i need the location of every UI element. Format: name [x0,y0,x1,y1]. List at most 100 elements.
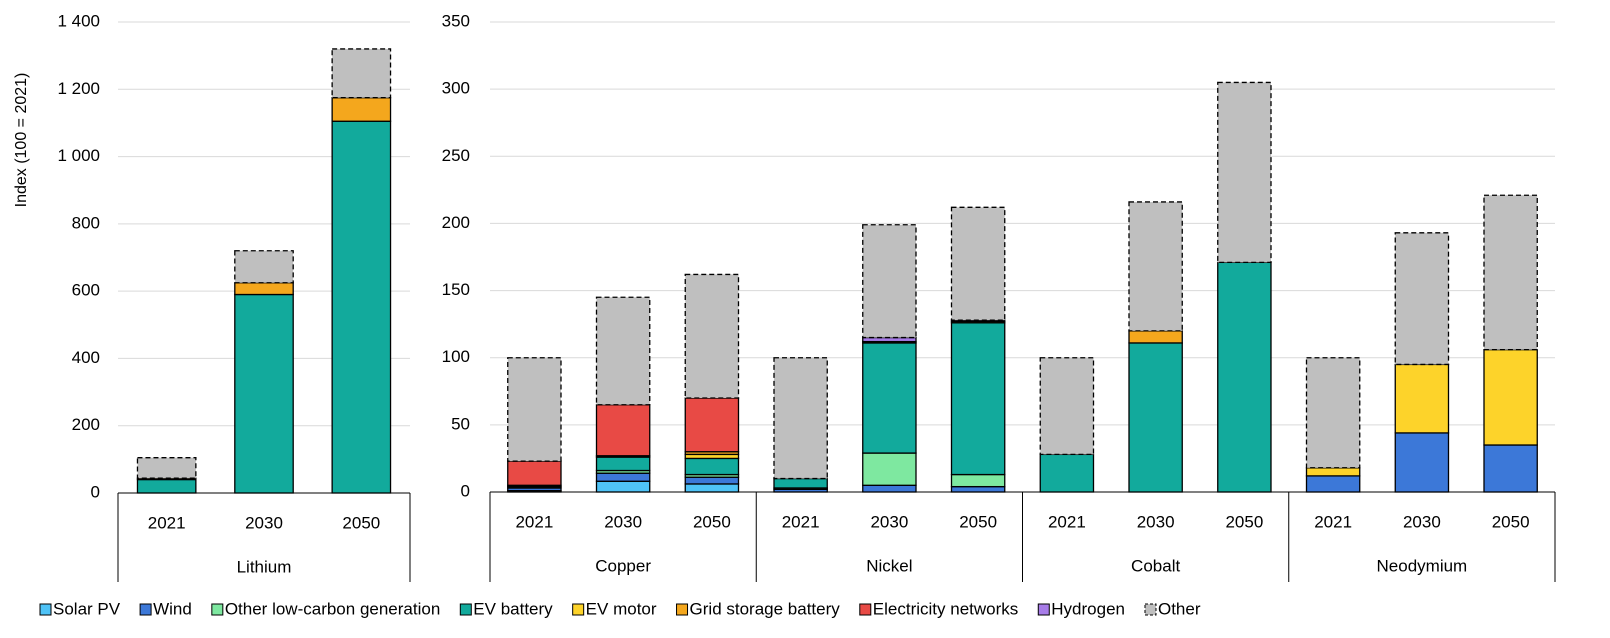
bar-segment [331,120,392,494]
legend-label: Grid storage battery [690,599,841,618]
legend-label: EV battery [473,599,553,618]
group-label: Copper [595,556,651,575]
bar-segment [1217,81,1272,264]
legend-swatch [1144,603,1157,616]
bar-segment [862,224,917,339]
bar-segment [1039,357,1095,456]
bar-segment [1128,330,1183,344]
legend-swatch [859,603,872,616]
y-tick-label: 600 [72,281,100,300]
legend-label: Electricity networks [873,599,1018,618]
bar-segment [1394,432,1450,493]
x-tick-label: 2030 [1403,512,1441,531]
bar-segment [862,452,917,486]
x-tick-label: 2050 [959,512,997,531]
x-tick-label: 2050 [1492,512,1530,531]
legend-swatch [676,603,689,616]
legend-label: Hydrogen [1051,599,1125,618]
x-tick-label: 2021 [515,512,553,531]
x-tick-label: 2050 [1225,512,1263,531]
bar-segment [773,357,828,480]
bar-segment [684,273,740,399]
bar-segment [1305,475,1361,493]
group-label: Lithium [237,557,292,576]
y-tick-label: 350 [442,11,470,30]
bar-segment [950,322,1006,476]
x-tick-label: 2030 [245,513,283,532]
y-tick-label: 1 200 [57,79,100,98]
bar-segment [595,480,651,493]
y-tick-label: 1 400 [57,11,100,30]
bar-segment [1128,342,1183,493]
bar-segment [136,457,197,479]
legend-label: Wind [153,599,192,618]
y-tick-label: 100 [442,347,470,366]
bar-segment [684,457,740,476]
y-tick-label: 0 [91,482,100,501]
y-axis-label: Index (100 = 2021) [13,73,30,208]
bar-segment [1128,201,1183,332]
bar-segment [331,48,392,99]
bar-segment [1483,444,1538,493]
bar-segment [950,485,1006,493]
bar-segment [684,483,740,493]
bar-segment [950,473,1006,488]
bar-segment [1305,467,1361,477]
legend-label: Other low-carbon generation [225,599,440,618]
legend-swatch [1037,603,1050,616]
x-tick-label: 2021 [782,512,820,531]
bar-segment [1483,349,1538,446]
bar-segment [234,293,294,494]
y-tick-label: 0 [461,481,470,500]
y-tick-label: 200 [442,213,470,232]
y-tick-label: 200 [72,415,100,434]
y-tick-label: 150 [442,280,470,299]
bar-segment [684,476,740,485]
bar-segment [507,357,562,462]
legend-label: Other [1158,599,1201,618]
x-tick-label: 2021 [1048,512,1086,531]
legend-label: Solar PV [53,599,121,618]
bar-segment [1394,232,1450,366]
bar-segment [1217,261,1272,493]
group-label: Cobalt [1131,556,1180,575]
x-tick-label: 2030 [870,512,908,531]
y-tick-label: 1 000 [57,146,100,165]
bar-segment [331,97,392,122]
legend-swatch [459,603,472,616]
bar-segment [595,456,651,472]
bar-segment [1483,194,1538,351]
legend-label: EV motor [586,599,657,618]
legend-swatch [572,603,585,616]
x-tick-label: 2050 [693,512,731,531]
bar-segment [595,404,651,457]
y-tick-label: 800 [72,213,100,232]
bar-segment [950,206,1006,321]
y-tick-label: 400 [72,348,100,367]
x-tick-label: 2021 [1314,512,1352,531]
group-label: Nickel [866,556,912,575]
bar-segment [234,282,294,296]
bar-segment [1305,357,1361,469]
y-tick-label: 300 [442,79,470,98]
bar-segment [862,342,917,454]
bar-segment [136,478,197,494]
legend-swatch [39,603,52,616]
bar-segment [1039,453,1095,493]
x-tick-label: 2021 [148,513,186,532]
x-tick-label: 2050 [342,513,380,532]
y-tick-label: 250 [442,146,470,165]
legend-swatch [139,603,152,616]
bar-segment [595,472,651,482]
bar-segment [234,250,294,284]
x-tick-label: 2030 [604,512,642,531]
legend-swatch [211,603,224,616]
bar-segment [862,484,917,493]
group-label: Neodymium [1377,556,1468,575]
bar-segment [684,397,740,453]
bar-segment [507,460,562,486]
bar-segment [595,296,651,406]
bar-segment [773,477,828,489]
y-tick-label: 50 [451,414,470,433]
